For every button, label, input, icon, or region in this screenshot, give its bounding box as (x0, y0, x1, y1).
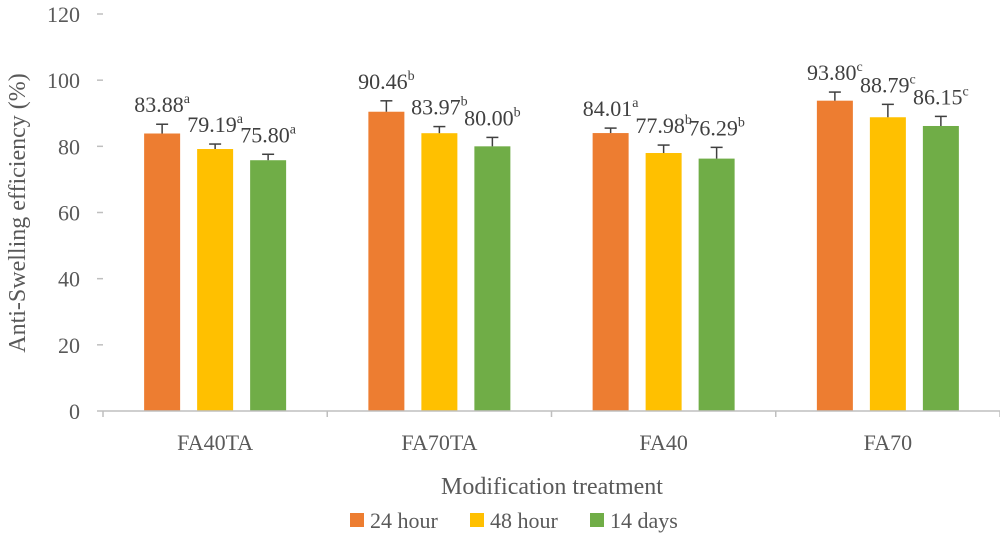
y-axis-title: Anti-Swelling efficiency (%) (5, 73, 31, 352)
significance-letter: a (184, 92, 191, 107)
significance-letter: a (290, 122, 297, 137)
data-label: 79.19a (187, 112, 244, 137)
data-label-value: 79.19 (187, 112, 237, 137)
bar-48-hour-FA40TA (197, 149, 234, 412)
significance-letter: c (857, 60, 863, 75)
bar-24-hour-FA70 (816, 100, 853, 411)
x-tick-label: FA40 (639, 430, 688, 455)
legend-swatch-24-hour (350, 513, 364, 527)
data-label-value: 76.29 (688, 115, 738, 140)
bar-48-hour-FA40 (645, 153, 682, 411)
significance-letter: b (408, 69, 415, 84)
data-label: 76.29b (688, 115, 745, 140)
significance-letter: b (461, 95, 468, 110)
bar-14-days-FA40 (698, 158, 735, 411)
data-label-value: 83.97 (411, 95, 461, 120)
legend-label: 14 days (610, 508, 678, 533)
x-axis-title: Modification treatment (441, 474, 663, 500)
data-label: 84.01a (583, 96, 640, 121)
bar-24-hour-FA40 (592, 133, 629, 412)
bar-48-hour-FA70 (869, 117, 906, 411)
data-label: 83.97b (411, 95, 468, 120)
y-tick-label: 120 (47, 2, 80, 27)
data-label-value: 83.88 (134, 92, 184, 117)
data-label: 86.15c (913, 84, 969, 109)
data-label-value: 93.80 (807, 60, 857, 85)
significance-letter: a (237, 112, 244, 127)
legend-swatch-48-hour (470, 513, 484, 527)
x-tick-label: FA70 (864, 430, 913, 455)
y-tick-label: 0 (69, 399, 80, 424)
data-label: 88.79c (860, 72, 916, 97)
bar-48-hour-FA70TA (421, 133, 458, 411)
y-tick-label: 100 (47, 68, 80, 93)
significance-letter: b (514, 105, 521, 120)
legend: 24 hour 48 hour 14 days (350, 508, 678, 533)
legend-label: 24 hour (370, 508, 439, 533)
bar-14-days-FA70TA (474, 146, 511, 412)
y-axis-ticks: 0 20 40 60 80 100 120 (47, 2, 103, 424)
data-label: 80.00b (464, 105, 521, 130)
data-label-value: 80.00 (464, 105, 514, 130)
y-tick-label: 40 (58, 267, 80, 292)
y-tick-label: 80 (58, 134, 80, 159)
legend-swatch-14-days (590, 513, 604, 527)
significance-letter: c (963, 84, 969, 99)
significance-letter: a (632, 96, 639, 111)
bar-14-days-FA70 (922, 125, 959, 411)
significance-letter: b (685, 113, 692, 128)
x-axis-ticks: FA40TA FA70TA FA40 FA70 (102, 411, 1000, 455)
data-label: 77.98b (635, 113, 692, 138)
bar-24-hour-FA70TA (368, 111, 405, 412)
x-tick-label: FA40TA (177, 430, 253, 455)
data-label: 75.80a (240, 122, 297, 147)
data-label: 90.46b (358, 69, 415, 94)
bar-24-hour-FA40TA (144, 133, 181, 411)
data-label: 83.88a (134, 92, 191, 117)
x-tick-label: FA70TA (401, 430, 477, 455)
data-label-value: 88.79 (860, 72, 910, 97)
data-label-value: 75.80 (240, 122, 290, 147)
bar-14-days-FA40TA (250, 160, 287, 411)
data-label-value: 86.15 (913, 84, 963, 109)
data-label-value: 90.46 (358, 69, 408, 94)
bars-layer (144, 100, 959, 412)
error-bars-layer (156, 91, 947, 161)
legend-label: 48 hour (490, 508, 559, 533)
significance-letter: b (738, 115, 745, 130)
data-label-value: 77.98 (635, 113, 685, 138)
significance-letter: c (910, 72, 916, 87)
data-label: 93.80c (807, 60, 863, 85)
y-tick-label: 60 (58, 201, 80, 226)
y-tick-label: 20 (58, 333, 80, 358)
data-label-value: 84.01 (583, 96, 633, 121)
